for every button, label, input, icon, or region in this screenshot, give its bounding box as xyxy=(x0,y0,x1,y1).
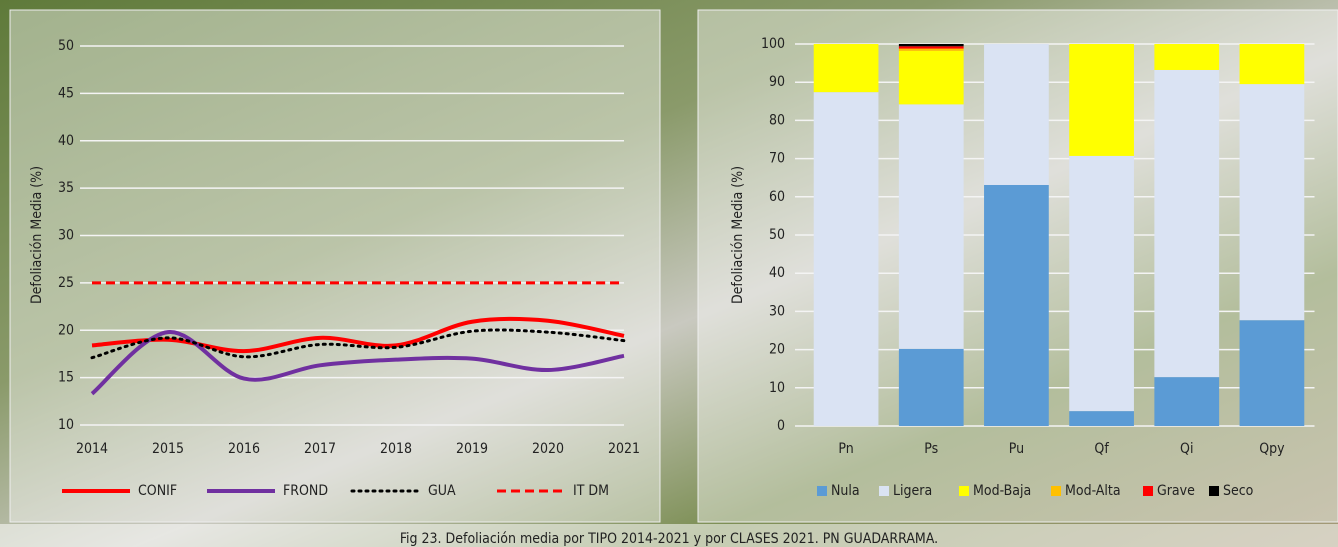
bar-segment xyxy=(984,184,1049,426)
x-tick-label: 2014 xyxy=(76,441,108,457)
legend-swatch xyxy=(1209,486,1219,496)
x-tick-label: Qi xyxy=(1180,441,1193,457)
y-tick-label: 50 xyxy=(769,227,785,243)
y-tick-label: 90 xyxy=(769,74,785,90)
x-tick-label: 2020 xyxy=(532,441,564,457)
y-tick-label: 20 xyxy=(769,342,785,358)
legend-label: Nula xyxy=(831,483,860,499)
bar-segment xyxy=(1154,44,1220,70)
bar-segment xyxy=(898,46,964,49)
y-tick-label: 20 xyxy=(58,322,74,338)
y-tick-label: 0 xyxy=(777,418,785,434)
legend-label: Ligera xyxy=(893,483,932,499)
legend-label: Seco xyxy=(1223,483,1254,499)
x-tick-label: Ps xyxy=(924,441,938,457)
y-axis-label: Defoliación Media (%) xyxy=(29,166,45,304)
legend-label: Mod-Alta xyxy=(1065,483,1121,499)
legend-label: FROND xyxy=(283,483,328,499)
caption-bar xyxy=(0,524,1338,547)
bar-segment xyxy=(1069,44,1134,156)
bar-segment xyxy=(1154,69,1220,378)
bar-segment xyxy=(1239,320,1305,426)
left-panel xyxy=(9,9,661,523)
y-tick-label: 30 xyxy=(58,228,74,244)
x-tick-label: Pn xyxy=(838,441,853,457)
bar-segment xyxy=(898,44,964,47)
y-tick-label: 80 xyxy=(769,112,785,128)
y-tick-label: 35 xyxy=(58,180,74,196)
line-series xyxy=(90,328,626,360)
y-tick-label: 10 xyxy=(58,417,74,433)
x-tick-label: 2015 xyxy=(152,441,184,457)
y-axis-label: Defoliación Media (%) xyxy=(730,166,746,304)
bar-segment xyxy=(1069,155,1134,412)
legend-label: Mod-Baja xyxy=(973,483,1031,499)
x-tick-label: 2016 xyxy=(228,441,260,457)
x-tick-label: 2017 xyxy=(304,441,336,457)
legend-swatch xyxy=(879,486,889,496)
bar-segment xyxy=(898,48,964,51)
bar-segment xyxy=(898,50,964,105)
y-tick-label: 30 xyxy=(769,303,785,319)
y-tick-label: 40 xyxy=(769,265,785,281)
caption: Fig 23. Defoliación media por TIPO 2014-… xyxy=(400,531,938,547)
legend-label: CONIF xyxy=(138,483,177,499)
x-tick-label: 2021 xyxy=(608,441,640,457)
x-tick-label: Pu xyxy=(1009,441,1024,457)
x-tick-label: Qf xyxy=(1094,441,1109,457)
y-tick-label: 100 xyxy=(761,36,785,52)
y-tick-label: 15 xyxy=(58,370,74,386)
bar-segment xyxy=(813,92,879,427)
y-tick-label: 70 xyxy=(769,151,785,167)
bar-segment xyxy=(1154,377,1220,426)
legend-swatch xyxy=(1143,486,1153,496)
legend-swatch xyxy=(817,486,827,496)
legend-label: IT DM xyxy=(573,483,609,499)
x-tick-label: 2019 xyxy=(456,441,488,457)
bar-segment xyxy=(1069,411,1134,426)
bar-segment xyxy=(813,44,879,93)
bar-segment xyxy=(898,348,964,426)
y-tick-label: 10 xyxy=(769,380,785,396)
legend-swatch xyxy=(959,486,969,496)
y-tick-label: 40 xyxy=(58,133,74,149)
line-series xyxy=(91,316,625,354)
line-series xyxy=(90,330,625,396)
y-tick-label: 60 xyxy=(769,189,785,205)
bar-segment xyxy=(1239,44,1305,85)
legend-label: GUA xyxy=(428,483,456,499)
bar-segment xyxy=(984,44,1049,185)
x-tick-label: 2018 xyxy=(380,441,412,457)
bar-segment xyxy=(898,104,964,349)
y-tick-label: 25 xyxy=(58,275,74,291)
x-tick-label: Qpy xyxy=(1259,441,1285,457)
y-tick-label: 50 xyxy=(58,38,74,54)
y-tick-label: 45 xyxy=(58,85,74,101)
bar-segment xyxy=(1239,84,1305,321)
legend-swatch xyxy=(1051,486,1061,496)
legend-label: Grave xyxy=(1157,483,1195,499)
